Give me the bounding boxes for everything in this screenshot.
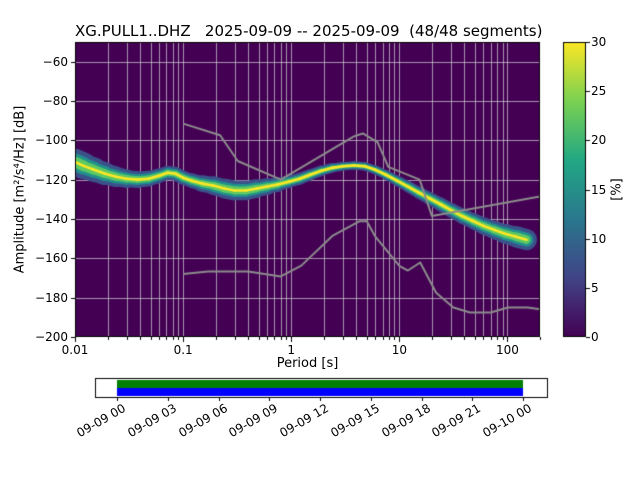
date-tick-label: 09-09 03 bbox=[125, 401, 179, 441]
colorbar-tick-label: 30 bbox=[591, 35, 607, 49]
date-tick-label: 09-09 15 bbox=[328, 401, 382, 441]
y-tick-label: −120 bbox=[35, 172, 68, 187]
colorbar-tick-label: 0 bbox=[591, 330, 599, 344]
x-tick-label: 100 bbox=[496, 343, 519, 357]
x-tick-label: 10 bbox=[391, 343, 407, 357]
x-tick-label: 0.01 bbox=[61, 343, 89, 357]
date-tick-label: 09-09 12 bbox=[277, 401, 331, 441]
y-tick-label: −100 bbox=[35, 133, 68, 148]
x-tick-label: 1 bbox=[287, 343, 296, 357]
date-tick-label: 09-09 06 bbox=[175, 401, 230, 441]
colorbar-tick-label: 15 bbox=[591, 182, 607, 197]
date-tick-label: 09-09 00 bbox=[74, 401, 128, 441]
y-tick-label: −140 bbox=[35, 212, 68, 226]
date-tick-label: 09-09 09 bbox=[226, 401, 281, 441]
x-tick-label: 0.1 bbox=[173, 343, 193, 357]
x-axis-label: Period [s] bbox=[276, 356, 339, 371]
date-tick-label: 09-09 18 bbox=[378, 401, 433, 441]
date-tick-label: 09-09 21 bbox=[429, 401, 484, 441]
y-tick-label: −60 bbox=[42, 54, 68, 69]
y-tick-label: −200 bbox=[35, 330, 68, 344]
plot-title: XG.PULL1..DHZ 2025-09-09 -- 2025-09-09 (… bbox=[75, 22, 543, 40]
colorbar-tick-label: 20 bbox=[591, 133, 607, 148]
colorbar-tick-label: 5 bbox=[591, 280, 599, 295]
y-tick-label: −160 bbox=[35, 251, 68, 266]
colorbar-tick-label: 25 bbox=[591, 84, 607, 99]
y-tick-label: −80 bbox=[42, 94, 68, 108]
colorbar-tick-label: 10 bbox=[591, 231, 607, 246]
y-tick-label: −180 bbox=[35, 290, 68, 305]
date-tick-label: 09-10 00 bbox=[480, 401, 534, 441]
